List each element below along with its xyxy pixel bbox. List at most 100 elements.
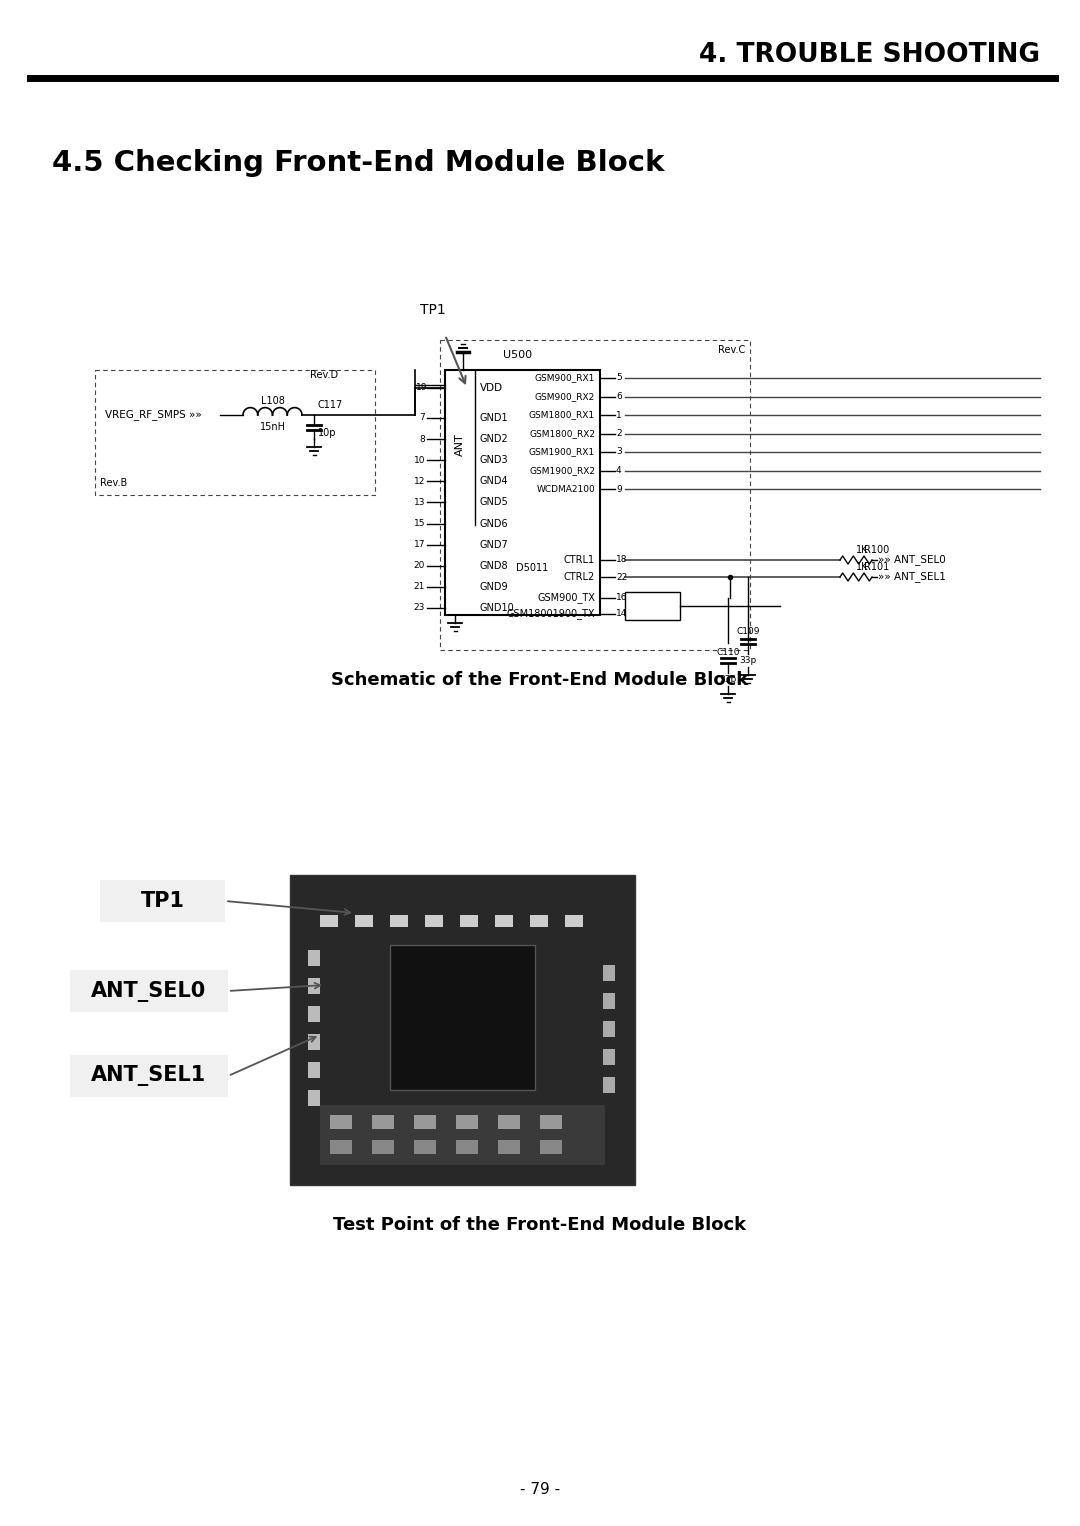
Bar [70,1054,228,1097]
Bar [414,1140,436,1154]
Bar [540,1140,562,1154]
Bar [308,1062,320,1077]
Text: 12: 12 [414,476,426,485]
Bar [456,1140,478,1154]
Text: GSM1900_RX1: GSM1900_RX1 [529,447,595,456]
Text: 33p: 33p [740,656,757,665]
Text: 2: 2 [616,429,622,438]
Text: GND1: GND1 [480,414,509,423]
Text: 23: 23 [414,603,426,612]
Text: GND10: GND10 [480,603,515,613]
Text: C117: C117 [318,400,343,410]
Text: GSM18001900_TX: GSM18001900_TX [507,609,595,620]
Text: R100: R100 [864,545,889,555]
Text: 4. TROUBLE SHOOTING: 4. TROUBLE SHOOTING [699,43,1040,69]
Text: GSM900_RX1: GSM900_RX1 [535,374,595,383]
Bar [603,1077,615,1093]
Bar [320,1105,605,1164]
Bar [426,916,443,926]
Text: 4: 4 [616,465,622,475]
Text: GSM1800_RX2: GSM1800_RX2 [529,429,595,438]
Text: 13: 13 [414,497,426,507]
Bar [320,916,338,926]
Text: VDD: VDD [480,383,503,394]
Text: 22: 22 [616,572,627,581]
Text: GND7: GND7 [480,540,509,549]
Bar [565,916,583,926]
Bar [308,1006,320,1022]
Text: 10: 10 [414,456,426,465]
Text: ANT_SEL0: ANT_SEL0 [92,981,206,1001]
Bar [498,1140,519,1154]
Text: 1K: 1K [856,562,868,572]
Bar [308,1035,320,1050]
Bar [390,945,535,1090]
Text: 16: 16 [616,594,627,603]
Text: - 79 -: - 79 - [519,1482,561,1497]
Bar [308,978,320,993]
Bar [372,1140,394,1154]
Text: »» ANT_SEL1: »» ANT_SEL1 [878,572,946,583]
Bar [456,1116,478,1129]
Text: ANT: ANT [455,433,465,456]
Text: GND6: GND6 [480,519,509,528]
Text: GND5: GND5 [480,497,509,508]
Text: 17: 17 [414,540,426,549]
Bar [498,1116,519,1129]
Text: VREG_RF_SMPS »»: VREG_RF_SMPS »» [105,409,202,421]
Bar [445,369,600,615]
Text: GND8: GND8 [480,560,509,571]
Bar [495,916,513,926]
Bar [460,916,478,926]
Text: Rev.C: Rev.C [718,345,745,356]
Text: 14: 14 [616,609,627,618]
Text: 3: 3 [616,447,622,456]
Text: Rev.D: Rev.D [310,369,338,380]
Text: 1: 1 [616,410,622,420]
Text: 21: 21 [414,583,426,592]
Bar [603,1048,615,1065]
Text: TP1: TP1 [420,304,446,317]
Text: CTRL1: CTRL1 [564,555,595,565]
Text: D5011: D5011 [516,563,549,572]
Text: GND4: GND4 [480,476,509,487]
Text: 15: 15 [414,519,426,528]
Text: ANT_SEL1: ANT_SEL1 [92,1065,206,1087]
Text: GSM1900_RX2: GSM1900_RX2 [529,465,595,475]
Text: Test Point of the Front-End Module Block: Test Point of the Front-End Module Block [334,1216,746,1235]
Text: GSM900_TX: GSM900_TX [537,592,595,603]
Text: U500: U500 [503,349,532,360]
Text: GND9: GND9 [480,581,509,592]
Text: L108: L108 [260,397,284,406]
Text: 8: 8 [419,435,426,444]
Bar [355,916,373,926]
Bar [100,881,225,922]
Text: »» ANT_SEL0: »» ANT_SEL0 [878,554,946,566]
Text: 20: 20 [414,562,426,571]
Text: GSM900_RX2: GSM900_RX2 [535,392,595,401]
Text: GND3: GND3 [480,455,509,465]
Text: 19: 19 [416,383,427,392]
Text: 7: 7 [419,414,426,423]
Text: 4.5 Checking Front-End Module Block: 4.5 Checking Front-End Module Block [52,150,664,177]
Bar [308,951,320,966]
Bar [603,1021,615,1038]
Text: 5: 5 [616,374,622,383]
Text: 33p: 33p [719,674,737,684]
Text: 6: 6 [616,392,622,401]
Text: Rev.B: Rev.B [100,478,127,488]
Text: 1K: 1K [856,545,868,555]
Bar [330,1140,352,1154]
Text: 15nH: 15nH [259,423,285,432]
Bar [414,1116,436,1129]
Bar [625,592,680,620]
Text: TP1: TP1 [140,891,185,911]
Text: GND2: GND2 [480,433,509,444]
Text: CTRL2: CTRL2 [564,572,595,581]
Text: 9: 9 [616,484,622,493]
Bar [372,1116,394,1129]
Bar [540,1116,562,1129]
Text: 10p: 10p [318,427,337,438]
Bar [603,964,615,981]
Text: GSM1800_RX1: GSM1800_RX1 [529,410,595,420]
